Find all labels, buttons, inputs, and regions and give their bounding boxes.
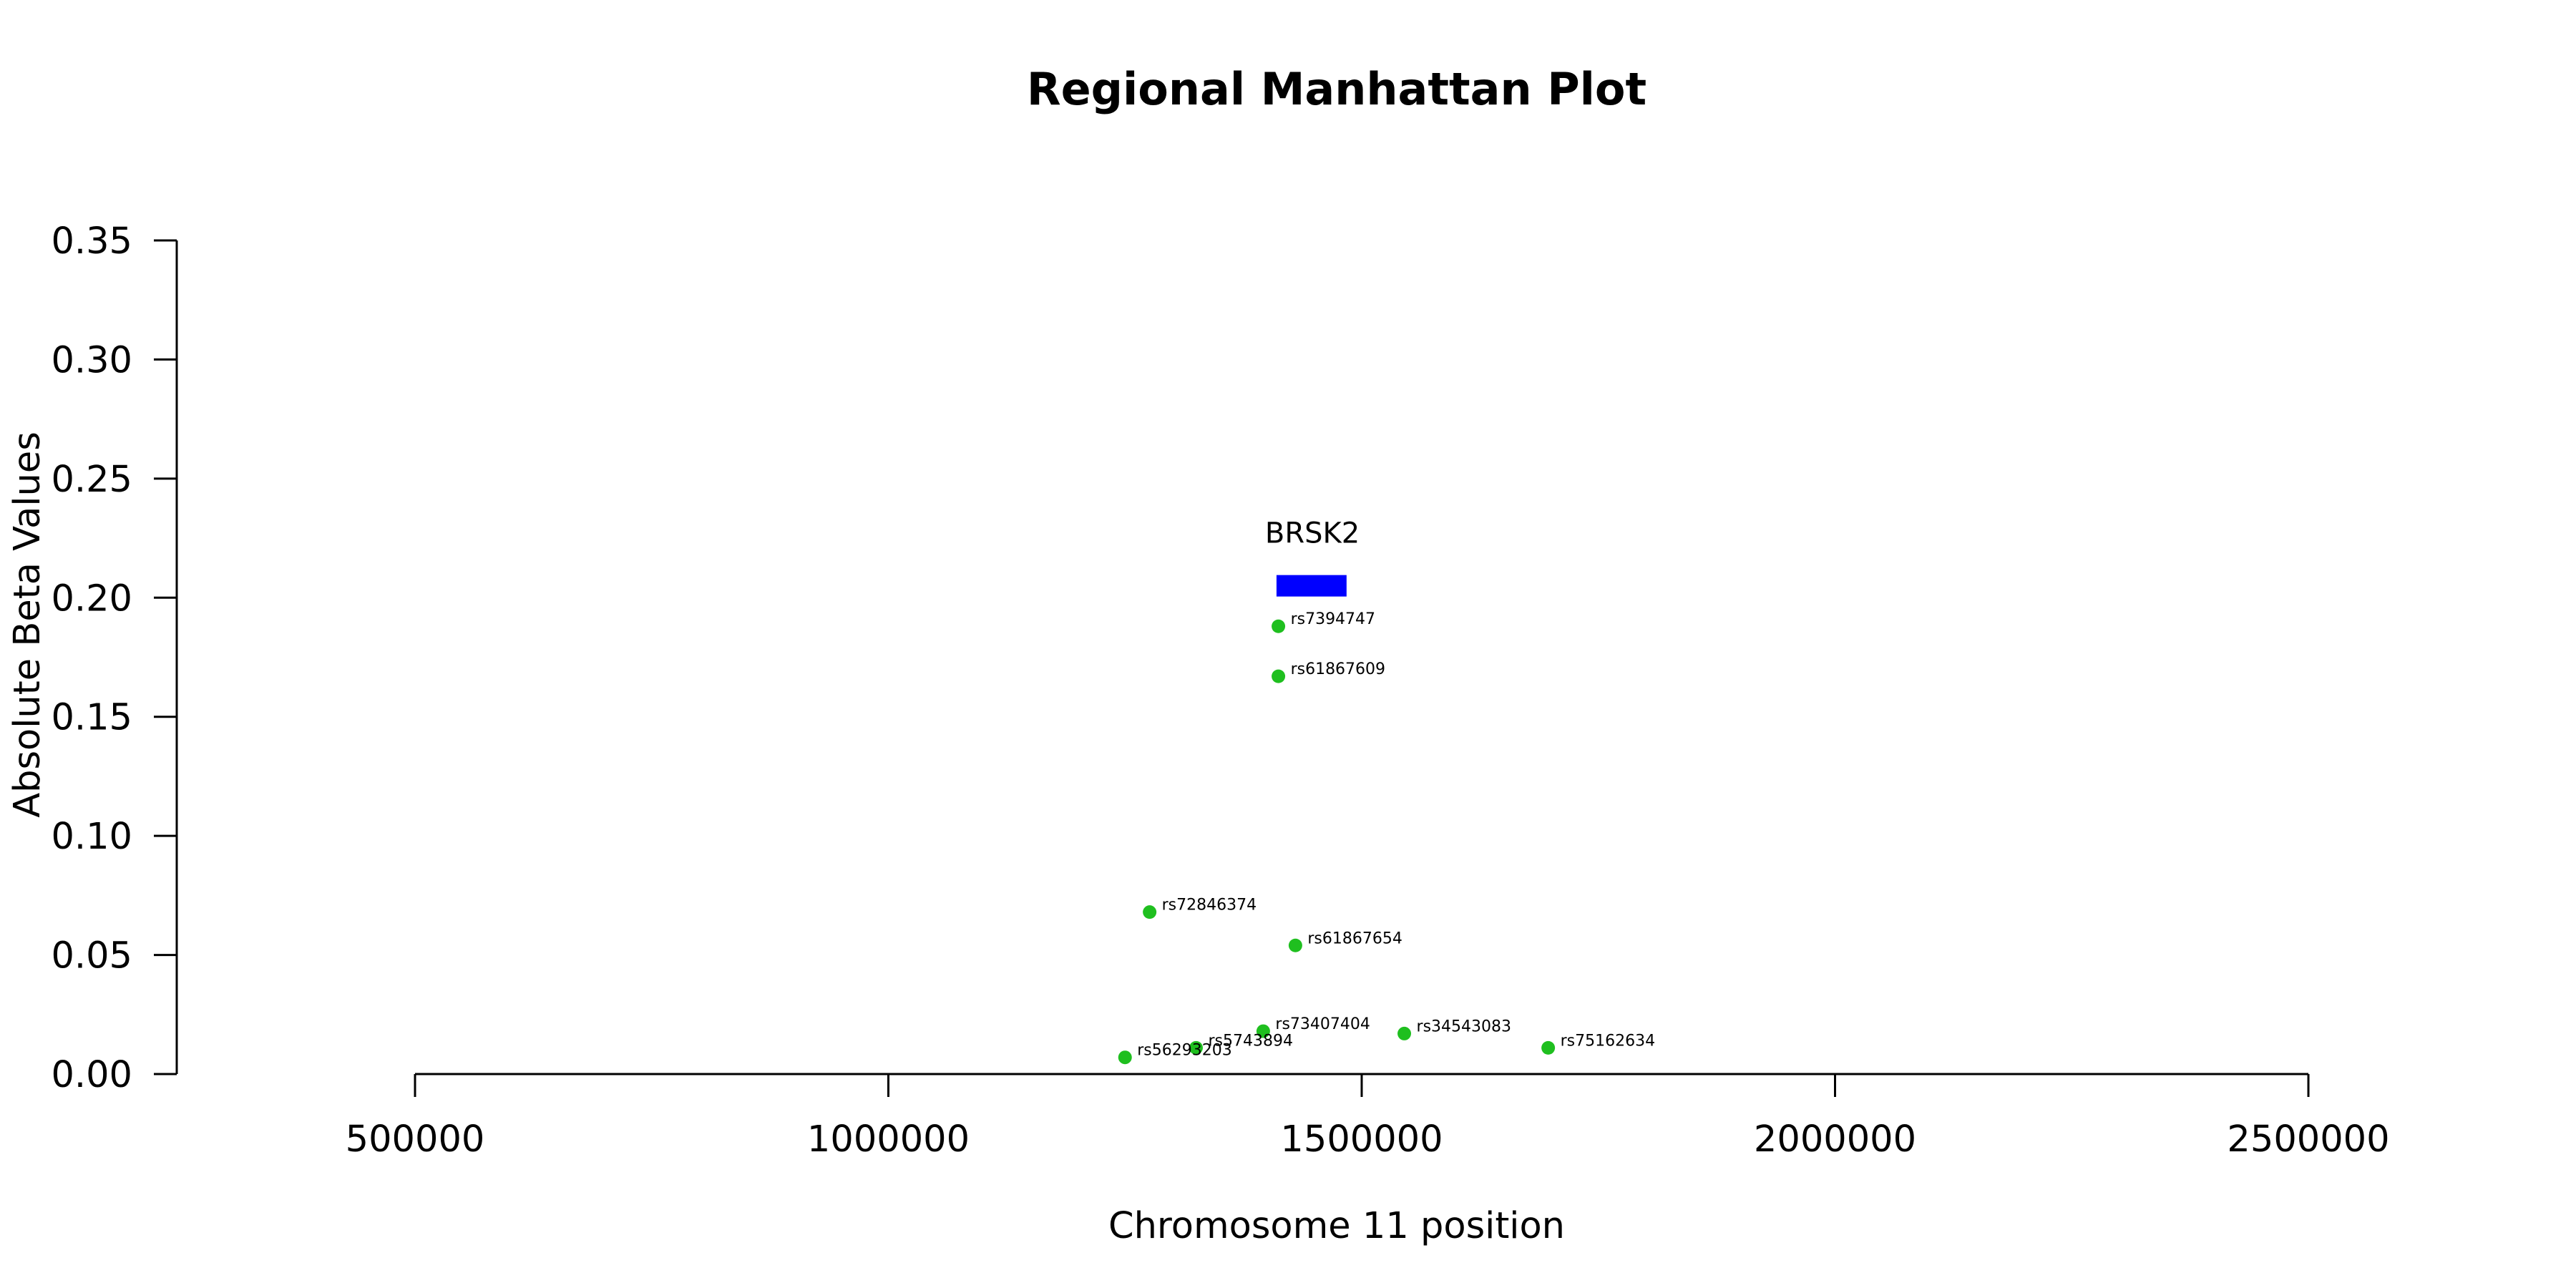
gene-track: BRSK2 — [1265, 517, 1360, 597]
snp-label: rs73407404 — [1275, 1015, 1370, 1033]
y-tick-label: 0.35 — [51, 220, 132, 263]
snp-label: rs61867654 — [1307, 930, 1402, 947]
chart-title: Regional Manhattan Plot — [1027, 63, 1646, 115]
snp-label: rs75162634 — [1561, 1032, 1655, 1050]
y-tick-label: 0.00 — [51, 1054, 132, 1096]
snp-label: rs5743894 — [1208, 1032, 1293, 1050]
snp-point — [1143, 905, 1157, 919]
y-tick-label: 0.25 — [51, 459, 132, 501]
snp-label: rs56293203 — [1137, 1042, 1231, 1060]
snp-label: rs7394747 — [1291, 610, 1376, 628]
x-axis-label: Chromosome 11 position — [1108, 1205, 1565, 1247]
x-tick-label: 1000000 — [807, 1118, 970, 1161]
x-tick-label: 1500000 — [1280, 1118, 1443, 1161]
gene-bar — [1276, 575, 1347, 597]
y-tick-label: 0.30 — [51, 339, 132, 381]
y-axis: 0.00 0.05 0.10 0.15 0.20 0.25 0.30 0.35 — [51, 220, 178, 1096]
gene-label: BRSK2 — [1265, 517, 1360, 550]
snp-points: rs7394747 rs61867609 rs72846374 rs61867654 r… — [1118, 610, 1655, 1065]
y-tick-label: 0.20 — [51, 577, 132, 620]
snp-point — [1272, 619, 1286, 633]
y-tick-label: 0.15 — [51, 697, 132, 739]
y-tick-label: 0.05 — [51, 935, 132, 977]
y-tick-label: 0.10 — [51, 816, 132, 858]
snp-point — [1288, 938, 1302, 952]
snp-point — [1118, 1050, 1132, 1065]
snp-label: rs34543083 — [1417, 1018, 1511, 1035]
snp-point — [1189, 1040, 1203, 1055]
snp-label: rs72846374 — [1162, 897, 1257, 914]
x-tick-label: 500000 — [346, 1118, 485, 1161]
x-tick-label: 2500000 — [2227, 1118, 2389, 1161]
snp-label: rs61867609 — [1291, 660, 1385, 678]
snp-point — [1397, 1026, 1412, 1040]
x-axis: 500000 1000000 1500000 2000000 2500000 — [346, 1073, 2390, 1161]
snp-point — [1272, 669, 1286, 683]
snp-point — [1541, 1040, 1556, 1055]
y-axis-label: Absolute Beta Values — [6, 431, 49, 818]
snp-point — [1256, 1024, 1270, 1038]
x-tick-label: 2000000 — [1754, 1118, 1916, 1161]
